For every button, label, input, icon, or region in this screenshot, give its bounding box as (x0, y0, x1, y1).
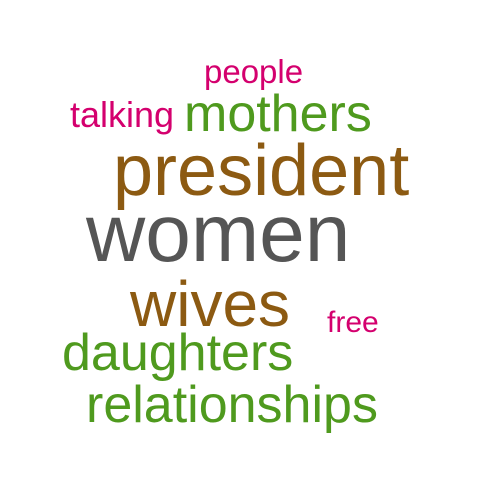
word-daughters: daughters (62, 324, 294, 382)
word-women: women (86, 188, 351, 279)
word-wives: wives (130, 268, 291, 340)
word-relationships: relationships (86, 376, 378, 434)
word-free: free (327, 306, 379, 339)
word-president: president (113, 131, 410, 211)
word-talking: talking (70, 94, 175, 135)
word-mothers: mothers (184, 85, 372, 143)
word-people: people (204, 53, 304, 90)
